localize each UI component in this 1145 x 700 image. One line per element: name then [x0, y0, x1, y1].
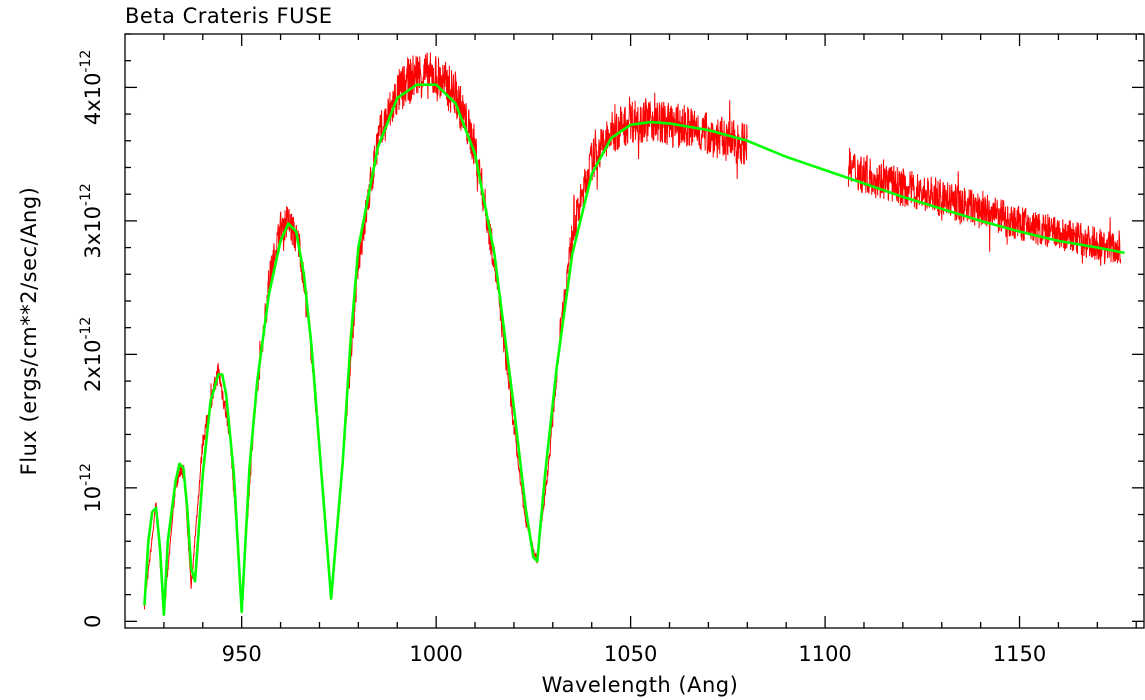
y-tick-label: 0 — [81, 615, 105, 628]
chart-title: Beta Crateris FUSE — [125, 4, 333, 28]
x-tick-label: 950 — [222, 642, 262, 666]
y-tick-label: 10-12 — [78, 463, 105, 513]
y-tick-labels: 0 10-12 2x10-12 3x10-12 4x10-12 — [78, 50, 105, 628]
y-tick-label: 3x10-12 — [78, 183, 105, 258]
model-fit-line — [143, 83, 1125, 616]
y-axis-title: Flux (ergs/cm**2/sec/Ang) — [17, 187, 41, 476]
observed-spectrum-segment-2 — [847, 147, 1122, 266]
x-tick-label: 1100 — [798, 642, 851, 666]
series-layer — [143, 52, 1125, 616]
x-tick-label: 1050 — [604, 642, 657, 666]
x-tick-label: 1150 — [993, 642, 1046, 666]
x-tick-labels: 950 1000 1050 1100 1150 — [222, 642, 1047, 666]
plot-frame — [124, 33, 1145, 629]
x-axis-title: Wavelength (Ang) — [542, 673, 739, 697]
y-tick-label: 2x10-12 — [78, 317, 105, 392]
x-tick-label: 1000 — [409, 642, 462, 666]
axis-ticks — [125, 33, 1144, 628]
observed-spectrum-segment-1 — [143, 52, 748, 615]
y-tick-label: 4x10-12 — [78, 50, 105, 125]
